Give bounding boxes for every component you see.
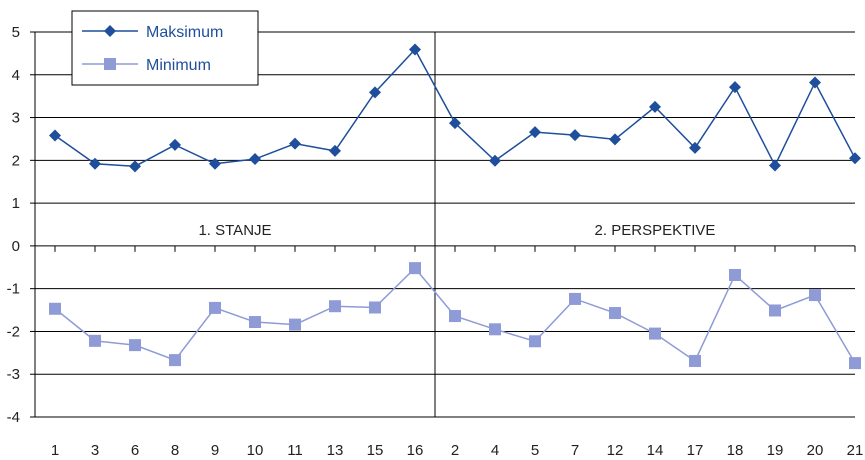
series-maksimum — [49, 43, 861, 173]
x-tick-label: 12 — [607, 442, 624, 459]
legend-marker-minimum — [104, 58, 116, 70]
y-tick-label: -2 — [7, 323, 20, 340]
x-tick-label: 4 — [491, 442, 499, 459]
data-point — [329, 144, 341, 157]
data-point — [129, 160, 141, 173]
x-tick-label: 2 — [451, 442, 459, 459]
data-point — [809, 289, 821, 302]
x-tick-label: 21 — [847, 442, 864, 459]
data-point — [489, 323, 501, 336]
y-tick-label: -1 — [7, 281, 20, 298]
data-point — [529, 335, 541, 348]
x-tick-label: 6 — [131, 442, 139, 459]
y-tick-label: -3 — [7, 366, 20, 383]
data-point — [609, 307, 621, 320]
x-tick-label: 1 — [51, 442, 59, 459]
data-point — [529, 126, 541, 139]
y-tick-label: 5 — [12, 24, 20, 41]
x-tick-label: 8 — [171, 442, 179, 459]
data-point — [329, 300, 341, 313]
y-tick-label: 0 — [12, 238, 20, 255]
data-point — [849, 152, 861, 165]
x-tick-label: 9 — [211, 442, 219, 459]
section-label: 1. STANJE — [198, 222, 271, 239]
data-point — [209, 157, 221, 170]
series-layer — [49, 43, 861, 370]
data-point — [649, 100, 661, 113]
x-tick-label: 20 — [807, 442, 824, 459]
data-point — [249, 153, 261, 166]
x-tick-label: 13 — [327, 442, 344, 459]
data-point — [689, 354, 701, 367]
x-tick-label: 10 — [247, 442, 264, 459]
x-tick-label: 11 — [287, 442, 303, 459]
data-point — [169, 354, 181, 367]
data-point — [49, 302, 61, 315]
x-tick-label: 18 — [727, 442, 744, 459]
x-tick-label: 14 — [647, 442, 664, 459]
axis-layer — [30, 31, 856, 418]
data-point — [689, 141, 701, 154]
data-point — [89, 157, 101, 170]
data-point — [369, 301, 381, 314]
x-tick-label: 3 — [91, 442, 99, 459]
y-tick-label: 1 — [12, 195, 20, 212]
y-tick-label: 4 — [12, 67, 20, 84]
legend-label-minimum: Minimum — [146, 57, 211, 74]
legend-box — [71, 10, 259, 86]
x-tick-label: 17 — [687, 442, 704, 459]
data-point — [89, 334, 101, 347]
series-minimum — [49, 262, 861, 370]
data-point — [729, 81, 741, 94]
data-point — [449, 117, 461, 130]
data-point — [209, 301, 221, 314]
x-tick-label: 19 — [767, 442, 784, 459]
x-tick-label: 16 — [407, 442, 424, 459]
data-point — [129, 339, 141, 352]
data-point — [729, 268, 741, 281]
data-point — [449, 310, 461, 323]
legend-label-maksimum: Maksimum — [146, 24, 223, 41]
data-point — [289, 137, 301, 150]
section-label: 2. PERSPEKTIVE — [595, 222, 716, 239]
data-point — [769, 304, 781, 317]
data-point — [569, 129, 581, 142]
data-point — [49, 129, 61, 142]
legend-marker-maksimum — [104, 25, 116, 37]
x-tick-label: 15 — [367, 442, 384, 459]
legend: Maksimum Minimum — [71, 10, 259, 86]
data-point — [369, 86, 381, 99]
data-point — [569, 292, 581, 305]
data-point — [169, 138, 181, 151]
data-point — [769, 159, 781, 172]
data-point — [809, 76, 821, 89]
data-point — [409, 262, 421, 275]
y-tick-label: 2 — [12, 152, 20, 169]
data-point — [489, 154, 501, 167]
y-tick-label: -4 — [7, 409, 20, 426]
data-point — [609, 133, 621, 146]
data-point — [649, 327, 661, 340]
x-tick-label: 7 — [571, 442, 579, 459]
data-point — [249, 316, 261, 329]
data-point — [289, 318, 301, 331]
y-tick-label: 3 — [12, 110, 20, 127]
data-point — [849, 357, 861, 370]
data-point — [409, 43, 421, 56]
x-tick-label: 5 — [531, 442, 539, 459]
